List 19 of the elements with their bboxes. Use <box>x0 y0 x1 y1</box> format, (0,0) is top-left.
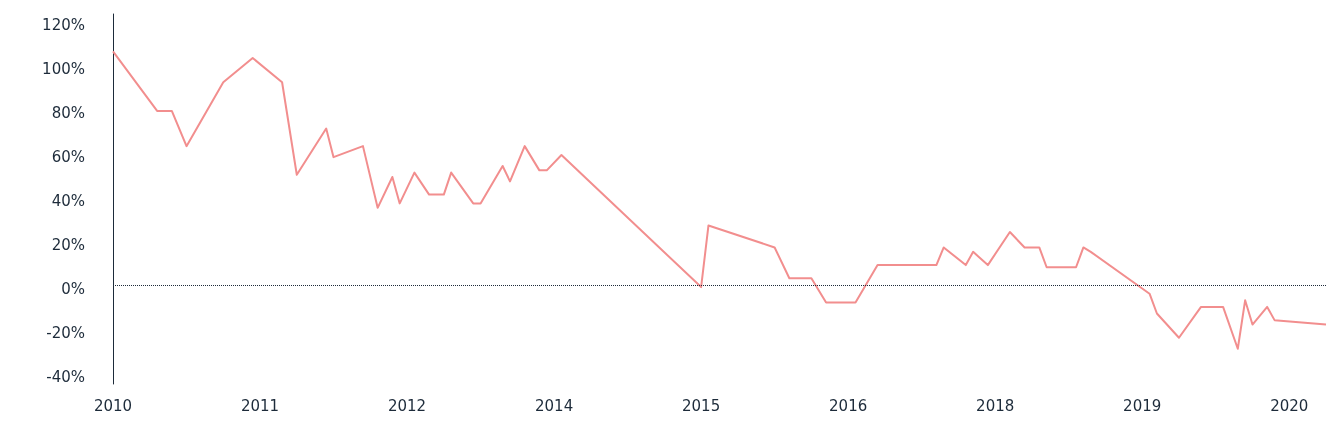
x-tick-label: 2012 <box>387 396 427 415</box>
y-tick-label: 60% <box>51 148 85 167</box>
x-tick-label: 2016 <box>829 396 868 415</box>
x-tick-label: 2020 <box>1270 396 1309 415</box>
x-tick-label: 2019 <box>1123 396 1162 415</box>
y-tick-label: -20% <box>46 324 85 343</box>
y-tick-label: -40% <box>46 368 85 387</box>
x-tick-label: 2011 <box>240 396 280 415</box>
x-tick-label: 2015 <box>682 396 721 415</box>
y-tick-label: 120% <box>42 16 85 35</box>
x-tick-label: 2014 <box>535 396 574 415</box>
y-tick-label: 0% <box>61 280 85 299</box>
x-tick-label: 2018 <box>976 396 1015 415</box>
line-series <box>112 50 1327 350</box>
y-tick-label: 80% <box>51 104 85 123</box>
x-tick-label: 2010 <box>93 396 133 415</box>
y-tick-label: 20% <box>51 236 85 255</box>
y-tick-label: 40% <box>51 192 85 211</box>
y-tick-label: 100% <box>42 60 85 79</box>
